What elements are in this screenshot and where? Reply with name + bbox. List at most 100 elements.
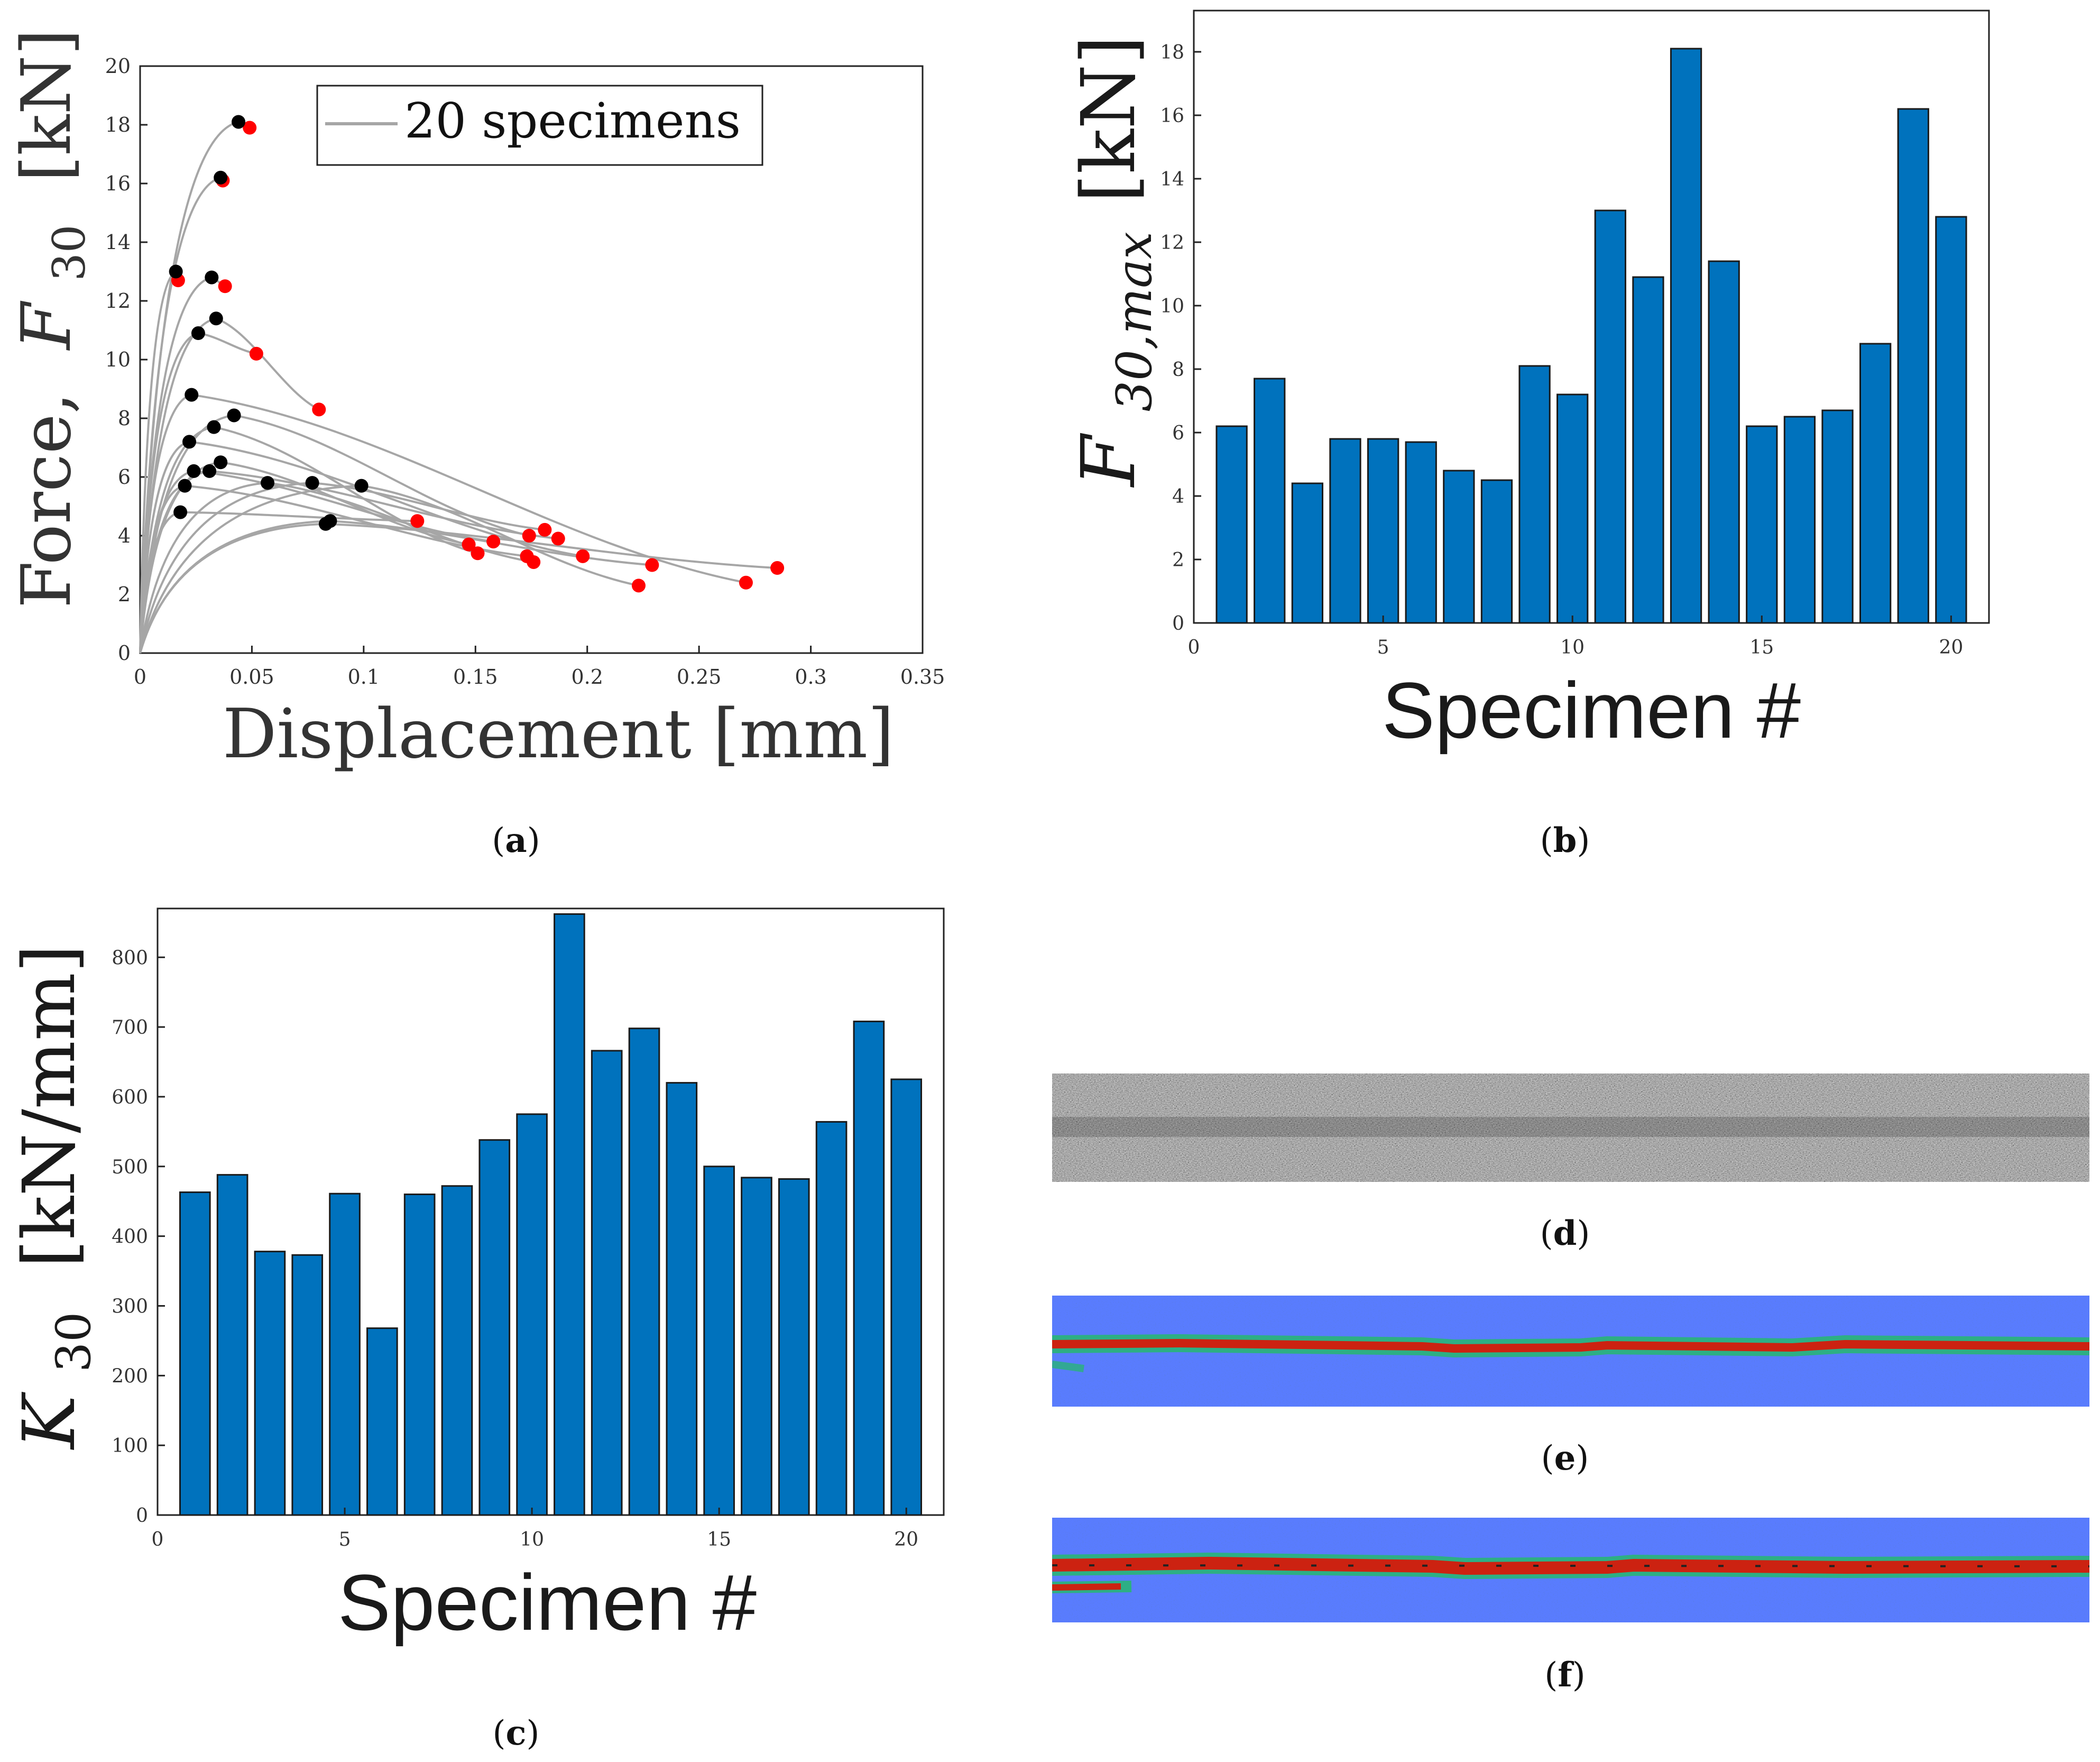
- panel-c-ytick-label: 100: [112, 1435, 148, 1457]
- legend-label: 20 specimens: [404, 93, 741, 149]
- panel-b-bars: [1215, 48, 1967, 624]
- panel-a-ticks: 0 0.05 0.1 0.15 0.2 0.25 0.3 0.35 0 2 4 6 8 10 12 14 16 1…: [105, 54, 945, 689]
- panel-a-xtick-label: 0.05: [229, 665, 274, 689]
- panel-c-bar: [291, 1254, 324, 1516]
- panel-a-peak-marker: [227, 408, 241, 423]
- panel-a-curve: [139, 482, 545, 654]
- panel-a-end-marker: [243, 121, 257, 135]
- panel-a-end-marker: [486, 535, 501, 549]
- panel-f-strain-map: [1052, 1518, 2089, 1622]
- panel-b-ylabel-var: F: [1066, 433, 1152, 488]
- panel-a-ytick-label: 18: [105, 113, 131, 136]
- panel-a-xtick-label: 0.3: [795, 665, 826, 689]
- panel-b-ylabel-sub: 30,max: [1106, 232, 1163, 411]
- panel-b-bar: [1670, 48, 1702, 624]
- panel-a-end-marker: [471, 546, 485, 561]
- panel-c-xtick-label: 5: [339, 1529, 351, 1550]
- panel-a-ylabel-prefix: Force,: [7, 392, 86, 608]
- svg-text:Force, F 30: Force, F 30 [kN]: [7, 29, 101, 608]
- panel-c-ytick-label: 600: [112, 1087, 148, 1108]
- panel-b-xtick-label: 15: [1749, 637, 1774, 658]
- panel-a-end-marker: [538, 522, 552, 537]
- panel-a-peak-marker: [187, 464, 201, 478]
- panel-a-curve: [139, 276, 226, 654]
- panel-a-ylabel-var: F: [7, 300, 86, 351]
- panel-a-peak-marker: [173, 505, 188, 519]
- caption-f: (f): [1544, 1655, 1586, 1695]
- panel-b-axes-box: [1193, 10, 1990, 624]
- panel-a-peak-marker: [202, 464, 217, 478]
- panel-a-curve: [139, 511, 418, 654]
- panel-a-curve: [139, 461, 469, 654]
- panel-a-end-marker: [522, 529, 536, 543]
- panel-a-end-marker: [216, 173, 230, 188]
- panel-a-curve: [139, 482, 534, 654]
- panel-b-bar: [1708, 260, 1740, 624]
- panel-a-ytick-label: 16: [105, 172, 131, 195]
- panel-a-end-marker: [171, 273, 185, 288]
- panel-b-ytick-label: 10: [1160, 296, 1184, 317]
- panel-a-ytick-label: 10: [105, 348, 131, 371]
- panel-a-end-marker: [631, 579, 646, 593]
- panel-c-bar: [216, 1174, 248, 1516]
- panel-b-ticks: 0 5 10 15 20 0 2 4 6 8 10 12 14 16 18: [1160, 42, 1963, 658]
- panel-a-ytick-label: 20: [105, 54, 131, 78]
- panel-a-peak-marker: [182, 435, 197, 449]
- caption-c: (c): [492, 1713, 540, 1753]
- caption-d: (d): [1540, 1214, 1590, 1253]
- panel-a-curve: [139, 270, 179, 654]
- panel-a-curve: [139, 484, 527, 654]
- panel-a-xtick-label: 0.35: [900, 665, 945, 689]
- panel-c-ytick-label: 800: [112, 947, 148, 969]
- panel-c-ytick-label: 700: [112, 1017, 148, 1039]
- panel-a-peak-marker: [209, 311, 223, 326]
- panel-a-end-marker: [527, 555, 541, 569]
- panel-a-plot-area: [139, 65, 924, 654]
- panel-c-bar: [815, 1121, 848, 1516]
- panel-a-curve: [139, 176, 224, 654]
- panel-b-bar: [1480, 479, 1513, 624]
- panel-c-ytick-label: 400: [112, 1226, 148, 1248]
- panel-a-peak-marker: [191, 326, 205, 341]
- panel-c-bar: [591, 1050, 623, 1516]
- panel-b-xtick-label: 20: [1939, 637, 1963, 658]
- panel-b-bar: [1594, 209, 1626, 624]
- panel-a-end-marker: [770, 561, 785, 575]
- panel-a-markers: [169, 115, 785, 593]
- panel-b-xtick-label: 0: [1188, 637, 1200, 658]
- panel-a-xtick-label: 0.2: [571, 665, 603, 689]
- panel-a-curve: [139, 470, 494, 654]
- panel-c-bar: [366, 1327, 398, 1516]
- panel-b-bar: [1291, 482, 1324, 624]
- panel-a-legend: 20 specimens: [316, 85, 763, 166]
- caption-b: (b): [1540, 821, 1590, 860]
- panel-a-peak-marker: [232, 115, 246, 129]
- panel-a-peak-marker: [205, 270, 219, 285]
- panel-c-ylabel: K 30 [kN/mm]: [8, 944, 107, 1451]
- panel-c-bar: [179, 1191, 211, 1516]
- panel-b-bar: [1897, 108, 1929, 624]
- panel-a-curves: [139, 121, 778, 654]
- panel-b-xlabel: Specimen #: [1382, 666, 1801, 755]
- panel-a-curve: [139, 522, 778, 654]
- panel-b-ytick-label: 2: [1172, 549, 1184, 571]
- panel-b-ytick-label: 8: [1172, 359, 1184, 381]
- panel-a-peak-marker: [185, 388, 199, 402]
- panel-b-ytick-label: 12: [1160, 232, 1184, 254]
- panel-c-xtick-label: 0: [152, 1529, 164, 1550]
- panel-b-ytick-label: 4: [1172, 486, 1184, 508]
- svg-text:K 30 [kN/mm]: K 30 [kN/mm]: [8, 944, 107, 1451]
- panel-a-ylabel-sub: 30: [43, 225, 95, 281]
- panel-b-bar: [1632, 276, 1664, 624]
- panel-b-bar: [1556, 393, 1589, 624]
- panel-a-curve: [139, 332, 257, 654]
- panel-a-peak-marker: [214, 170, 228, 185]
- panel-a-peak-marker: [169, 264, 183, 279]
- panel-a-end-marker: [218, 279, 232, 293]
- panel-a-peak-marker: [207, 420, 221, 434]
- panel-a-peak-marker: [261, 476, 275, 490]
- caption-e: (e): [1541, 1438, 1589, 1478]
- panel-a-end-marker: [551, 531, 565, 546]
